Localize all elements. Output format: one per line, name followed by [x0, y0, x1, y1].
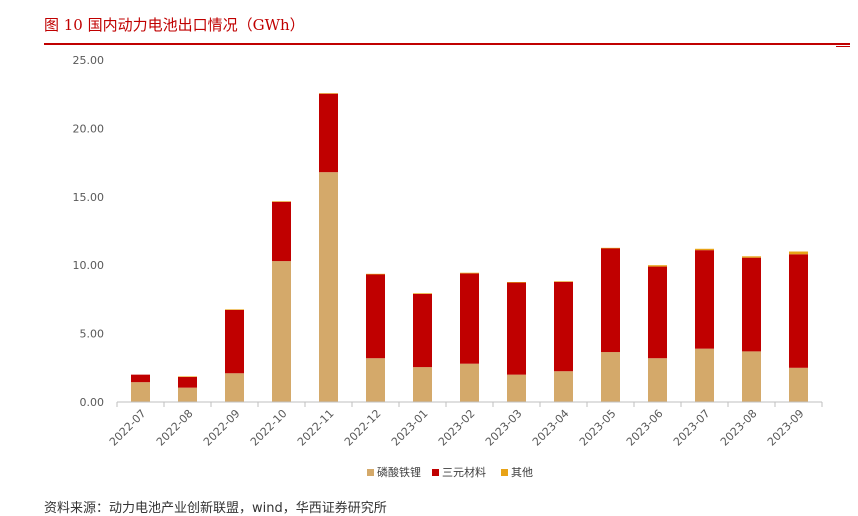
y-tick-label: 0.00 [80, 396, 105, 409]
bar-segment-other [695, 248, 714, 251]
bar-segment-lfp [272, 261, 291, 402]
x-tick-label: 2023-06 [624, 407, 666, 449]
bar-segment-ternary [648, 266, 667, 359]
bar-segment-other [648, 265, 667, 267]
x-axis-tick-labels: 2022-07 2022-08 2022-09 2022-10 2022-11 2022-… [107, 407, 807, 449]
figure-title: 图 10 国内动力电池出口情况（GWh） [44, 16, 305, 34]
x-tick-label: 2023-03 [483, 407, 525, 449]
legend-label: 三元材料 [442, 465, 486, 479]
bar-segment-ternary [272, 201, 291, 262]
x-tick-label: 2023-08 [718, 407, 760, 449]
bar-segment-lfp [413, 367, 432, 402]
bar-segment-ternary [131, 374, 150, 383]
bar-segment-ternary [178, 376, 197, 388]
bar-segment-other [554, 281, 573, 282]
y-tick-label: 10.00 [73, 259, 105, 272]
x-axis-ticks [116, 402, 823, 407]
x-tick-label: 2022-10 [248, 407, 290, 449]
bar-segment-lfp [225, 373, 244, 402]
bar-segment-other [225, 309, 244, 310]
bar-segment-lfp [742, 351, 761, 402]
bar-segment-ternary [554, 281, 573, 372]
legend-swatch [432, 469, 439, 476]
title-divider-end [836, 46, 850, 47]
y-tick-label: 25.00 [73, 54, 105, 67]
legend-label: 磷酸铁锂 [377, 465, 421, 479]
bar-segment-other [789, 251, 808, 255]
bar-segment-ternary [225, 309, 244, 374]
bar-segment-lfp [648, 358, 667, 402]
bar-segment-lfp [695, 348, 714, 402]
y-tick-label: 5.00 [80, 328, 105, 341]
bar-segment-lfp [178, 387, 197, 402]
bar-segment-lfp [554, 371, 573, 402]
legend-item: 三元材料 [432, 465, 486, 479]
bar-segment-ternary [460, 273, 479, 364]
bar-segment-other [742, 256, 761, 258]
bar-segment-ternary [507, 282, 526, 375]
bar-segment-lfp [131, 382, 150, 402]
bar-segment-other [413, 293, 432, 294]
bar-segment-lfp [601, 352, 620, 402]
legend-item: 其他 [501, 466, 533, 479]
bar-segment-ternary [695, 250, 714, 349]
x-tick-label: 2023-04 [530, 407, 572, 449]
bar-segment-other [319, 93, 338, 94]
legend-swatch [501, 469, 508, 476]
x-tick-label: 2023-01 [389, 407, 431, 449]
x-tick-label: 2022-12 [342, 407, 384, 449]
legend-label: 其他 [511, 466, 533, 479]
bar-segment-lfp [789, 367, 808, 402]
bar-segment-ternary [789, 254, 808, 368]
bar-segment-lfp [366, 358, 385, 402]
source-note: 资料来源：动力电池产业创新联盟，wind，华西证券研究所 [44, 501, 387, 516]
bar-segment-ternary [413, 293, 432, 368]
x-tick-label: 2023-02 [436, 407, 478, 449]
bar-segment-lfp [460, 363, 479, 402]
bar-segment-ternary [319, 93, 338, 173]
x-tick-label: 2022-08 [154, 407, 196, 449]
bar-segment-other [460, 272, 479, 274]
y-tick-label: 20.00 [73, 122, 105, 135]
legend-swatch [367, 469, 374, 476]
x-tick-label: 2022-09 [201, 407, 243, 449]
bar-segment-ternary [742, 257, 761, 352]
x-tick-label: 2022-11 [295, 407, 337, 449]
bar-series-group [131, 93, 808, 402]
x-tick-label: 2023-05 [577, 407, 619, 449]
bar-segment-other [272, 201, 291, 202]
bar-segment-other [507, 282, 526, 283]
bar-segment-ternary [366, 274, 385, 359]
legend-item: 磷酸铁锂 [367, 465, 421, 479]
bar-segment-other [601, 247, 620, 249]
x-tick-label: 2022-07 [107, 407, 149, 449]
x-tick-label: 2023-07 [671, 407, 713, 449]
bar-segment-ternary [601, 248, 620, 353]
bar-segment-lfp [507, 374, 526, 402]
chart-legend: 磷酸铁锂 三元材料 其他 [367, 465, 533, 479]
y-tick-label: 15.00 [73, 191, 105, 204]
title-divider [44, 43, 850, 45]
bar-segment-other [366, 273, 385, 275]
bar-segment-lfp [319, 172, 338, 402]
bar-segment-other [178, 376, 197, 378]
y-axis-tick-labels: 0.00 5.00 10.00 15.00 20.00 25.00 [73, 54, 105, 409]
x-tick-label: 2023-09 [765, 407, 807, 449]
